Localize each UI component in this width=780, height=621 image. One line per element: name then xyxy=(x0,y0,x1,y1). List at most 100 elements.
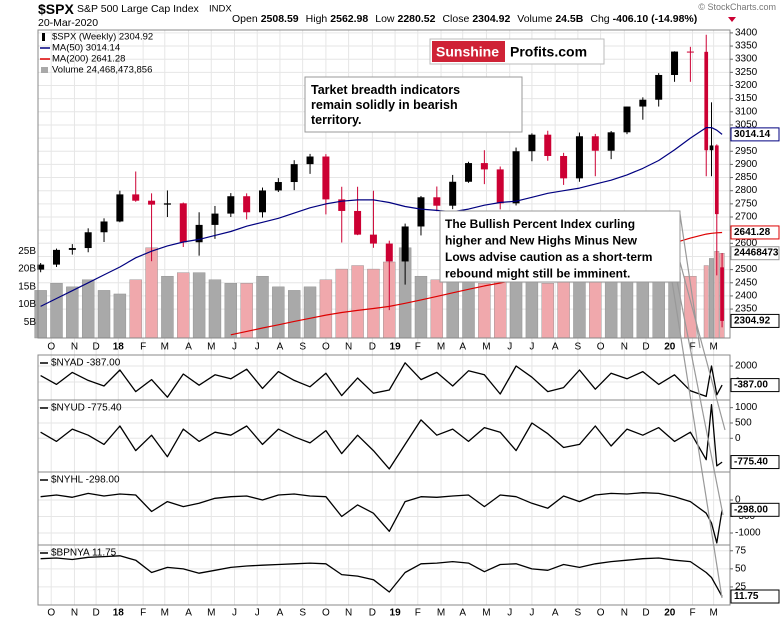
y-tick-label: 3050 xyxy=(735,119,758,130)
x-tick-label: N xyxy=(345,608,352,619)
labels: Open 2508.59 High 2562.98 Low 2280.52 Close 230… xyxy=(18,13,780,619)
volume-bar xyxy=(34,290,47,339)
indicator-line xyxy=(40,403,723,470)
candle-body xyxy=(671,51,679,75)
candle-body xyxy=(433,197,441,206)
volume-bar xyxy=(620,279,634,339)
x-tick-label: A xyxy=(552,342,559,353)
legend-label: $SPX (Weekly) 2304.92 xyxy=(52,32,153,43)
candle-body xyxy=(227,196,235,214)
x-tick-label: O xyxy=(47,608,55,619)
volume-tick-label: 25B xyxy=(18,246,36,257)
x-tick-label: S xyxy=(299,608,306,619)
x-tick-label: J xyxy=(255,342,260,353)
candle-body xyxy=(338,199,346,211)
volume-bar xyxy=(129,279,142,339)
candle-body xyxy=(591,136,599,151)
x-tick-label: O xyxy=(322,342,330,353)
candle-body xyxy=(686,51,694,53)
chart-title: $SPX xyxy=(38,1,74,17)
volume-bar xyxy=(97,290,111,339)
volume-bar xyxy=(161,275,174,339)
stat-value: 2280.52 xyxy=(398,13,436,25)
annotation-text: Lows advise caution as a short-term xyxy=(445,250,652,264)
indicator-line xyxy=(40,555,723,597)
value-tag-label: 11.75 xyxy=(734,591,759,602)
volume-bar xyxy=(351,265,364,339)
y-tick-label: 0 xyxy=(735,494,741,505)
x-tick-label: F xyxy=(415,608,421,619)
x-tick-label: J xyxy=(529,608,534,619)
y-tick-label: 2900 xyxy=(735,159,758,170)
value-tag xyxy=(730,589,780,604)
candle-body xyxy=(607,132,615,151)
x-tick-label: N xyxy=(621,342,628,353)
stat-value: 2562.98 xyxy=(330,13,368,25)
x-tick-label: M xyxy=(482,342,490,353)
volume-bar xyxy=(652,279,665,339)
marks xyxy=(37,34,724,597)
candle-body xyxy=(714,145,719,215)
x-tick-label: 18 xyxy=(113,342,125,353)
candle-body xyxy=(639,99,647,107)
y-tick-label: 75 xyxy=(735,545,747,556)
x-tick-label: J xyxy=(232,342,237,353)
value-tag xyxy=(730,246,780,261)
stat-label: Low xyxy=(375,13,395,25)
volume-bar xyxy=(709,258,714,339)
annotation-text: rebound might still be imminent. xyxy=(445,267,630,281)
y-tick-label: 2000 xyxy=(735,361,758,372)
y-tick-label: 2700 xyxy=(735,212,758,223)
stat-label: Open xyxy=(232,13,258,25)
candle-body xyxy=(709,145,714,151)
y-tick-label: 2500 xyxy=(735,264,758,275)
x-tick-label: M xyxy=(437,608,445,619)
volume-tick-label: 20B xyxy=(18,264,36,275)
candle-body xyxy=(37,264,45,270)
x-tick-label: 20 xyxy=(664,608,676,619)
candle-body xyxy=(179,203,187,243)
stat-label: Close xyxy=(442,13,469,25)
panel-label: $NYUD -775.40 xyxy=(51,403,122,414)
y-tick-label: 500 xyxy=(735,417,752,428)
y-tick-label: 3400 xyxy=(735,27,758,38)
volume-bar xyxy=(319,279,333,339)
y-tick-label: 3250 xyxy=(735,67,758,78)
x-tick-label: A xyxy=(277,608,284,619)
y-tick-label: 1000 xyxy=(735,402,758,413)
candle-body xyxy=(211,213,219,225)
value-tag xyxy=(730,313,780,328)
volume-bar xyxy=(145,247,158,339)
volume-bar xyxy=(703,265,709,339)
volume-bar xyxy=(335,268,348,339)
x-tick-label: M xyxy=(709,608,717,619)
x-tick-label: J xyxy=(232,608,237,619)
volume-tick-label: 5B xyxy=(24,317,37,328)
logo-text: Sunshine xyxy=(436,44,499,60)
y-tick-label: 2950 xyxy=(735,146,758,157)
candle-body xyxy=(52,249,60,265)
value-tag-label: 3014.14 xyxy=(734,129,771,140)
volume-bar xyxy=(50,283,63,339)
source: © StockCharts.com xyxy=(698,2,776,12)
change-arrow xyxy=(728,17,736,22)
annotation-box xyxy=(304,76,523,133)
y-tick-label: 2450 xyxy=(735,277,758,288)
value-tag-label: -775.40 xyxy=(734,457,768,468)
logo-text: Profits.com xyxy=(510,44,587,60)
volume-bar xyxy=(177,272,190,339)
annotation-text: territory. xyxy=(311,113,361,127)
legend-label: Volume 24,468,473,856 xyxy=(52,65,152,76)
candle-body xyxy=(100,221,108,233)
x-tick-label: M xyxy=(161,342,169,353)
x-tick-label: A xyxy=(552,608,559,619)
candle-body xyxy=(449,181,457,206)
candle-body xyxy=(148,200,156,205)
volume-tick-label: 10B xyxy=(18,299,36,310)
x-tick-label: 19 xyxy=(390,342,402,353)
volume-bar xyxy=(287,290,301,339)
date: 20-Mar-2020 xyxy=(38,17,98,29)
x-tick-label: F xyxy=(689,342,695,353)
annotation-text: Tarket breadth indicators xyxy=(311,83,460,97)
volume-bar xyxy=(208,279,222,339)
